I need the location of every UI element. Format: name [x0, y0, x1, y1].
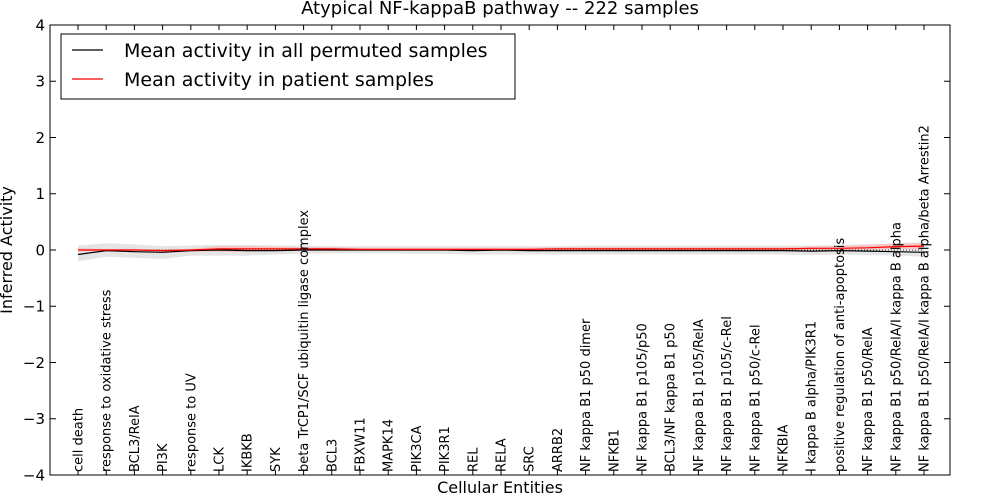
y-tick-label: −1 [23, 298, 45, 316]
category-label: NFKB1 [607, 429, 622, 472]
category-label: NF kappa B1 p105/c-Rel [720, 316, 735, 472]
y-axis-ticks: −4 −3 −2 −1 0 1 2 3 4 [23, 16, 950, 484]
category-label: NFKBIA [777, 425, 792, 472]
y-axis-label: Inferred Activity [0, 186, 16, 314]
category-label: PIK3CA [410, 425, 425, 472]
category-label: BCL3/RelA [128, 405, 143, 472]
category-label: NF kappa B1 p50/RelA [861, 327, 876, 472]
x-axis-label: Cellular Entities [437, 478, 563, 497]
category-label: response to oxidative stress [100, 289, 115, 472]
category-label: SRC [523, 446, 538, 472]
legend-label-permuted: Mean activity in all permuted samples [124, 40, 487, 62]
category-label: I kappa B alpha/PIK3R1 [805, 321, 820, 472]
y-tick-label: 1 [35, 185, 45, 203]
category-label: response to UV [184, 373, 199, 472]
category-label: NF kappa B1 p50/c-Rel [748, 324, 763, 472]
category-label: NF kappa B1 p105/RelA [692, 319, 707, 472]
band-series-0 [78, 242, 924, 262]
series-lines [77, 245, 925, 256]
category-label: PI3K [156, 443, 171, 472]
legend-label-patient: Mean activity in patient samples [124, 69, 434, 91]
category-label: BCL3 [325, 439, 340, 472]
y-tick-label: 3 [35, 73, 45, 91]
x-category-labels: cell death response to oxidative stress BC… [72, 125, 933, 472]
category-label: LCK [213, 447, 228, 472]
category-label: PIK3R1 [438, 426, 453, 472]
y-tick-label: 0 [35, 241, 45, 259]
category-label: ARRB2 [551, 428, 566, 472]
category-label: FBXW11 [354, 417, 369, 472]
legend: Mean activity in all permuted samples Me… [60, 33, 516, 100]
legend-box [60, 33, 516, 100]
line-series-1 [78, 245, 925, 252]
category-label: beta TrCP1/SCF ubiquitin ligase complex [297, 210, 312, 472]
category-label: SYK [269, 447, 284, 472]
category-label: BCL3/NF kappa B1 p50 [664, 323, 679, 472]
category-label: REL [466, 447, 481, 472]
x-axis-ticks [77, 25, 925, 475]
category-label: NF kappa B1 p50/RelA/I kappa B alpha/bet… [918, 125, 933, 472]
category-label: MAPK14 [382, 419, 397, 472]
y-tick-label: 4 [35, 16, 45, 34]
category-label: NF kappa B1 p105/p50 [636, 323, 651, 472]
y-tick-label: −2 [23, 354, 45, 372]
category-label: RELA [495, 438, 510, 472]
category-label: IKBKB [241, 433, 256, 472]
confidence-bands [78, 242, 924, 262]
band-series-1 [78, 243, 924, 252]
chart-title: Atypical NF-kappaB pathway -- 222 sample… [301, 0, 699, 19]
category-label: NF kappa B1 p50/RelA/I kappa B alpha [889, 222, 904, 472]
category-label: cell death [72, 408, 87, 472]
category-label: NF kappa B1 p50 dimer [579, 318, 594, 472]
y-tick-label: −4 [23, 466, 45, 484]
y-tick-label: 2 [35, 129, 45, 147]
y-tick-label: −3 [23, 410, 45, 428]
category-label: positive regulation of anti-apoptosis [833, 238, 848, 472]
